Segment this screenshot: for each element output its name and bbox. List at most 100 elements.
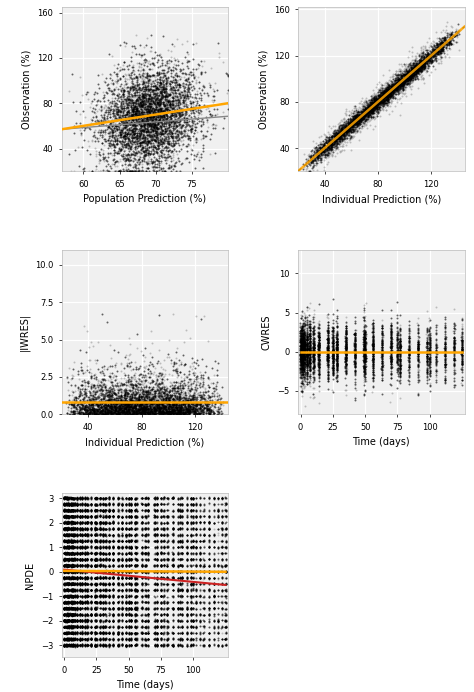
Point	[153, 84, 160, 95]
Point	[109, 590, 117, 601]
Point	[134, 377, 142, 388]
Point	[360, 334, 368, 345]
Point	[392, 78, 400, 89]
Point	[148, 71, 156, 82]
Point	[324, 343, 332, 354]
Point	[337, 132, 344, 143]
Point	[428, 51, 436, 62]
Point	[87, 561, 95, 572]
Point	[164, 573, 171, 584]
Point	[106, 633, 113, 644]
Point	[191, 405, 198, 416]
Point	[158, 57, 165, 69]
Point	[93, 529, 100, 540]
Point	[303, 344, 311, 355]
Point	[78, 579, 86, 590]
Point	[156, 100, 164, 111]
Point	[187, 621, 194, 632]
Point	[71, 639, 78, 650]
Point	[351, 338, 358, 349]
Point	[83, 633, 91, 644]
Point	[154, 634, 161, 645]
Point	[142, 403, 149, 414]
Point	[342, 361, 350, 372]
Point	[198, 390, 205, 401]
Point	[383, 99, 391, 110]
Point	[387, 373, 395, 384]
Point	[68, 504, 76, 516]
Point	[450, 353, 458, 364]
Point	[125, 608, 133, 619]
Point	[79, 407, 86, 418]
Point	[433, 352, 440, 363]
Point	[151, 572, 158, 583]
Point	[118, 511, 126, 522]
Point	[379, 91, 386, 102]
Point	[62, 614, 69, 626]
Point	[91, 628, 99, 639]
Point	[196, 398, 203, 409]
Point	[125, 529, 133, 540]
Point	[314, 152, 322, 163]
Point	[310, 359, 318, 370]
Point	[200, 530, 208, 541]
Point	[192, 585, 200, 596]
Point	[157, 138, 164, 149]
Point	[127, 83, 134, 94]
Point	[119, 403, 127, 414]
Point	[107, 407, 114, 418]
Point	[396, 370, 404, 381]
Point	[138, 628, 146, 639]
Point	[88, 573, 95, 584]
Point	[445, 39, 452, 50]
Point	[162, 383, 170, 394]
Point	[63, 491, 71, 502]
Point	[310, 374, 318, 385]
Point	[118, 105, 125, 116]
Point	[367, 100, 374, 111]
Point	[351, 349, 358, 360]
Point	[310, 320, 318, 331]
Point	[414, 344, 422, 355]
Point	[135, 399, 142, 410]
Point	[315, 333, 323, 344]
Point	[183, 547, 191, 558]
Point	[134, 95, 142, 107]
Point	[396, 356, 403, 367]
Point	[376, 107, 383, 118]
Point	[450, 344, 457, 355]
Point	[121, 121, 128, 132]
Point	[169, 554, 176, 565]
Point	[65, 560, 73, 571]
Point	[315, 358, 322, 369]
Point	[388, 334, 395, 345]
Point	[378, 89, 385, 100]
Point	[390, 80, 398, 91]
Point	[303, 360, 311, 371]
Point	[152, 403, 159, 415]
Point	[138, 628, 146, 639]
Point	[388, 355, 395, 366]
Point	[190, 547, 197, 558]
Point	[164, 385, 171, 397]
Point	[62, 492, 69, 503]
Point	[135, 389, 142, 400]
Point	[79, 510, 86, 521]
Point	[61, 517, 68, 528]
Point	[347, 107, 355, 118]
Point	[187, 499, 194, 510]
Point	[324, 333, 331, 344]
Point	[98, 398, 105, 409]
Point	[91, 597, 99, 608]
Point	[91, 622, 99, 633]
Point	[135, 91, 143, 102]
Point	[91, 627, 99, 638]
Point	[73, 578, 81, 589]
Point	[196, 579, 203, 590]
Point	[63, 493, 71, 504]
Point	[441, 348, 449, 359]
Point	[109, 597, 117, 608]
Point	[154, 627, 161, 638]
Point	[178, 406, 185, 417]
Point	[173, 71, 181, 82]
